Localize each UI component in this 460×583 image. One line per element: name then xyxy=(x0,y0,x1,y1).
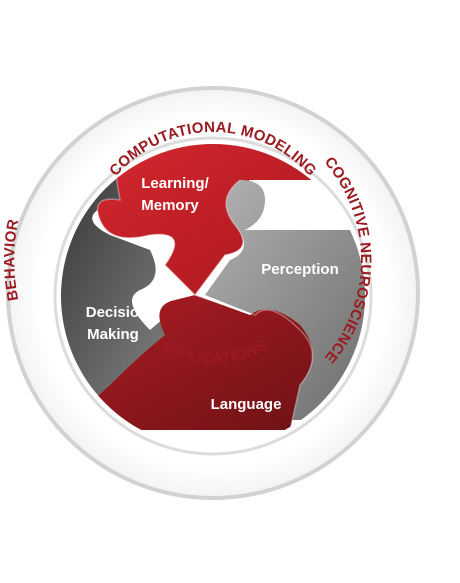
label-learning-memory-line2: Memory xyxy=(141,197,199,214)
label-perception: Perception xyxy=(261,261,339,278)
puzzle-seam xyxy=(194,294,314,431)
ring-label-left: BEHAVIOR xyxy=(1,218,22,303)
label-language: Language xyxy=(211,396,282,413)
puzzle-piece-learning-memory xyxy=(97,144,330,295)
ring-label-left-text: BEHAVIOR xyxy=(1,218,22,303)
puzzle-seam xyxy=(96,144,244,297)
puzzle-piece-perception xyxy=(205,180,365,420)
label-decision-making-line2: Making xyxy=(87,326,139,343)
label-decision-making-line1: Decision xyxy=(86,304,149,321)
puzzle-piece-language xyxy=(61,295,313,430)
label-learning-memory-line1: Learning/ xyxy=(141,175,209,192)
